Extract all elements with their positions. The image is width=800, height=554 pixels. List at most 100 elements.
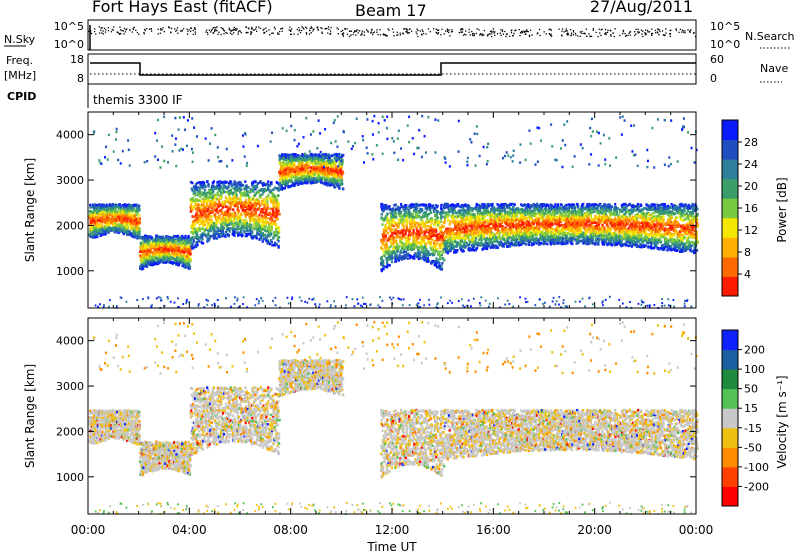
power-cell <box>301 161 304 165</box>
noise-sample <box>228 28 231 31</box>
noise-sample <box>131 31 134 33</box>
power-cell <box>257 199 261 203</box>
power-cell <box>96 210 99 214</box>
power-cell <box>229 188 233 192</box>
noise-sample <box>656 31 658 33</box>
noise-sample <box>472 34 474 37</box>
power-cell <box>170 249 173 253</box>
power-cell <box>94 216 97 220</box>
noise-sample <box>612 32 614 34</box>
power-cell <box>305 163 308 167</box>
noise-sample <box>119 29 122 31</box>
power-cell <box>104 230 107 233</box>
power-cell <box>278 229 281 233</box>
power-cell <box>264 222 267 226</box>
noise-sample <box>102 33 105 35</box>
power-cell <box>164 247 167 250</box>
noise-sample <box>112 29 114 31</box>
power-cell <box>244 190 247 194</box>
power-cell <box>93 220 96 223</box>
noise-sample <box>560 34 563 36</box>
noise-sample <box>468 31 470 33</box>
power-cell <box>155 262 158 265</box>
power-cell <box>387 222 390 225</box>
power-cell <box>221 229 224 233</box>
noise-sample <box>206 31 209 34</box>
power-cell <box>94 235 97 239</box>
power-cell <box>264 225 268 228</box>
power-cell <box>282 170 285 173</box>
power-cell <box>162 259 166 262</box>
noise-sample <box>135 29 137 31</box>
power-cell <box>381 223 384 226</box>
power-cell <box>153 254 156 257</box>
noise-sample <box>302 27 304 29</box>
power-cell <box>157 258 161 261</box>
noise-sample <box>443 33 445 35</box>
power-cell <box>173 235 176 238</box>
power-cell <box>163 238 166 242</box>
noise-sample <box>613 35 615 38</box>
power-cell <box>225 218 228 222</box>
noise-sample <box>361 34 363 36</box>
power-cell <box>99 219 102 223</box>
noise-sample <box>592 29 594 31</box>
power-cell <box>138 221 141 225</box>
noise-sample <box>448 31 450 34</box>
noise-sample <box>361 30 364 32</box>
power-cell <box>390 260 394 264</box>
power-cell <box>90 210 93 214</box>
power-cell <box>233 230 236 234</box>
noise-sample <box>255 26 257 28</box>
noise-sample <box>263 32 265 34</box>
noise-sample <box>245 32 247 34</box>
noise-sample <box>614 28 616 30</box>
power-cell <box>207 183 210 186</box>
power-cell <box>159 260 162 264</box>
noise-sample <box>580 32 582 34</box>
noise-sample <box>416 28 418 30</box>
power-cell <box>275 243 278 246</box>
power-cell <box>386 217 389 220</box>
power-cell <box>96 235 99 239</box>
noise-sample <box>634 34 636 37</box>
power-cell <box>142 241 145 245</box>
power-cell <box>393 203 397 207</box>
power-cell <box>229 182 233 185</box>
power-cell <box>266 216 269 220</box>
power-cell <box>145 246 148 250</box>
noise-sample <box>132 27 134 29</box>
noise-sample <box>355 30 358 32</box>
noise-sample <box>397 34 399 36</box>
noise-sample <box>216 30 218 32</box>
noise-sample <box>321 32 323 34</box>
power-cell <box>130 219 133 223</box>
noise-sample <box>233 26 235 29</box>
power-cell <box>152 242 155 245</box>
power-cell <box>165 247 168 250</box>
power-cell <box>101 213 104 216</box>
noise-sample <box>181 29 183 31</box>
noise-sample <box>120 32 122 35</box>
power-cell <box>144 256 148 259</box>
noise-sample <box>280 28 282 30</box>
noise-sample <box>337 33 340 35</box>
noise-sample <box>291 28 293 30</box>
noise-sample <box>579 31 581 33</box>
power-cell <box>270 232 273 236</box>
power-cell <box>115 229 119 233</box>
power-cell <box>236 205 240 209</box>
power-cell <box>138 204 141 208</box>
noise-sample <box>595 31 597 34</box>
power-cell <box>148 257 151 261</box>
power-cell <box>166 260 169 263</box>
power-cell <box>235 193 238 197</box>
noise-sample <box>211 28 213 30</box>
power-cell <box>136 225 139 229</box>
noise-sample <box>231 33 233 35</box>
power-cell <box>265 197 269 200</box>
power-cell <box>126 220 129 223</box>
power-cell <box>338 179 341 182</box>
power-cell <box>266 207 270 210</box>
power-cell <box>144 257 147 261</box>
